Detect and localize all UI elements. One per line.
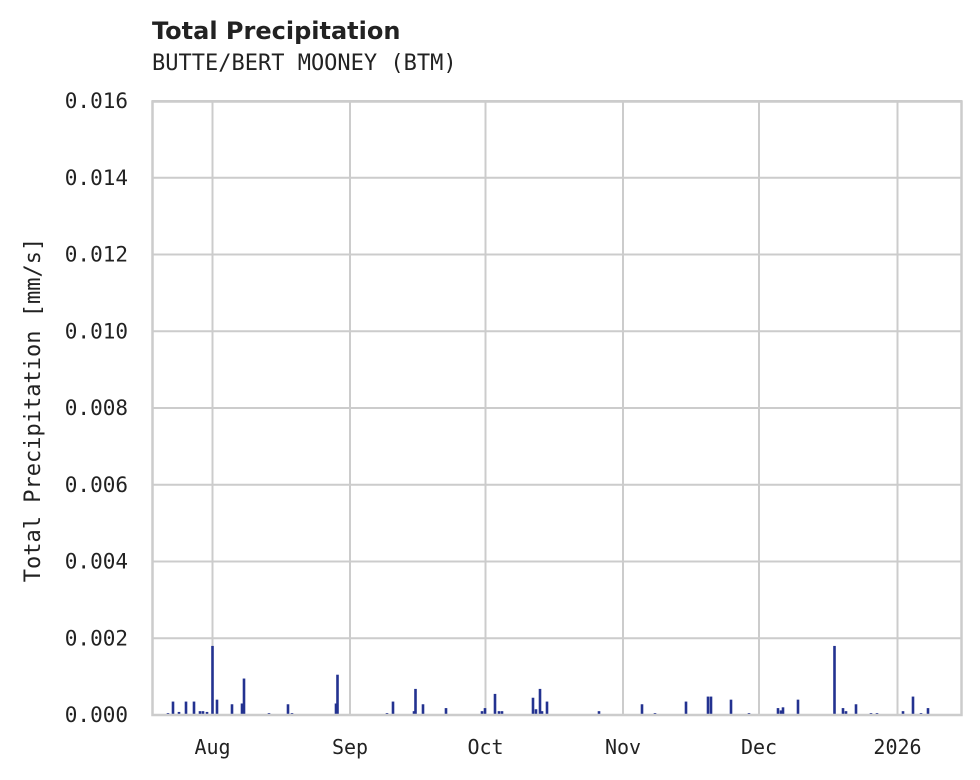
precip-bar xyxy=(391,701,395,715)
precip-bar xyxy=(709,696,713,715)
precip-bar xyxy=(497,711,501,715)
precip-bar xyxy=(286,704,290,715)
precip-bar xyxy=(854,704,858,715)
precip-bar xyxy=(205,711,209,715)
y-tick-label: 0.008 xyxy=(65,396,128,420)
grid-lines xyxy=(152,100,962,716)
precip-bar xyxy=(597,711,601,715)
y-tick-label: 0.014 xyxy=(65,166,128,190)
precip-bar xyxy=(184,701,188,715)
precip-bar xyxy=(177,711,181,715)
precip-bar xyxy=(242,678,246,715)
precip-bar xyxy=(493,693,497,715)
precip-bar xyxy=(841,708,845,715)
precip-bar xyxy=(211,645,214,715)
precip-bar xyxy=(534,709,538,715)
chart-title: Total Precipitation xyxy=(152,17,401,45)
precip-bar xyxy=(776,708,780,715)
precip-bar xyxy=(215,699,219,715)
precip-bar xyxy=(926,708,930,715)
precip-bar xyxy=(640,704,644,715)
precip-bar xyxy=(500,711,504,715)
y-tick-label: 0.000 xyxy=(65,703,128,727)
precip-bar xyxy=(334,703,338,715)
precip-bar xyxy=(483,708,487,715)
y-tick-label: 0.006 xyxy=(65,473,128,497)
precip-bar xyxy=(706,696,710,715)
precip-bar xyxy=(531,697,535,715)
precip-bar xyxy=(540,711,544,715)
precip-bar xyxy=(480,711,484,715)
y-axis-label: Total Precipitation [mm/s] xyxy=(21,238,46,582)
x-tick-label: 2026 xyxy=(873,735,921,759)
precip-bar xyxy=(545,701,549,715)
y-axis-ticks: 0.000 0.002 0.004 0.006 0.008 0.010 0.012 0.014… xyxy=(65,89,128,727)
y-tick-label: 0.016 xyxy=(65,89,128,113)
precip-bar xyxy=(412,711,416,715)
precip-bar xyxy=(240,703,244,715)
precip-bar xyxy=(336,674,339,715)
precip-bar xyxy=(844,711,848,715)
y-tick-label: 0.002 xyxy=(65,626,128,650)
y-tick-label: 0.012 xyxy=(65,243,128,267)
x-tick-label: Dec xyxy=(741,735,777,759)
precip-bar xyxy=(796,699,800,715)
precip-bar xyxy=(421,704,425,715)
x-tick-label: Aug xyxy=(194,735,230,759)
plot-frame xyxy=(151,100,963,717)
chart-subtitle: BUTTE/BERT MOONEY (BTM) xyxy=(152,51,457,76)
precip-bar xyxy=(911,696,915,715)
y-tick-label: 0.010 xyxy=(65,319,128,343)
bar-series xyxy=(166,645,930,715)
precip-bar xyxy=(833,645,836,715)
precip-bar xyxy=(414,688,417,715)
precip-bar xyxy=(171,701,175,715)
precip-bar xyxy=(781,707,785,715)
precip-bar xyxy=(684,701,688,715)
precip-bar xyxy=(230,704,234,715)
y-tick-label: 0.004 xyxy=(65,550,128,574)
precip-bar xyxy=(779,710,783,715)
precip-bar xyxy=(192,701,196,715)
precip-bar xyxy=(201,711,205,715)
x-axis-ticks: Aug Sep Oct Nov Dec 2026 xyxy=(194,735,921,759)
precip-bar xyxy=(198,711,202,715)
precip-bar xyxy=(729,699,733,715)
x-tick-label: Nov xyxy=(605,735,641,759)
x-tick-label: Sep xyxy=(332,735,368,759)
precip-bar xyxy=(444,708,448,715)
precip-bar xyxy=(901,711,905,715)
x-tick-label: Oct xyxy=(467,735,503,759)
precip-bar xyxy=(538,688,542,715)
